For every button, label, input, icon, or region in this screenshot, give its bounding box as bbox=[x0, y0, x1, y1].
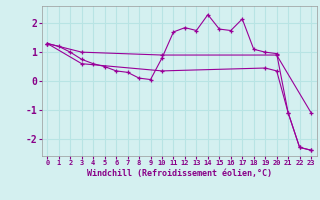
X-axis label: Windchill (Refroidissement éolien,°C): Windchill (Refroidissement éolien,°C) bbox=[87, 169, 272, 178]
